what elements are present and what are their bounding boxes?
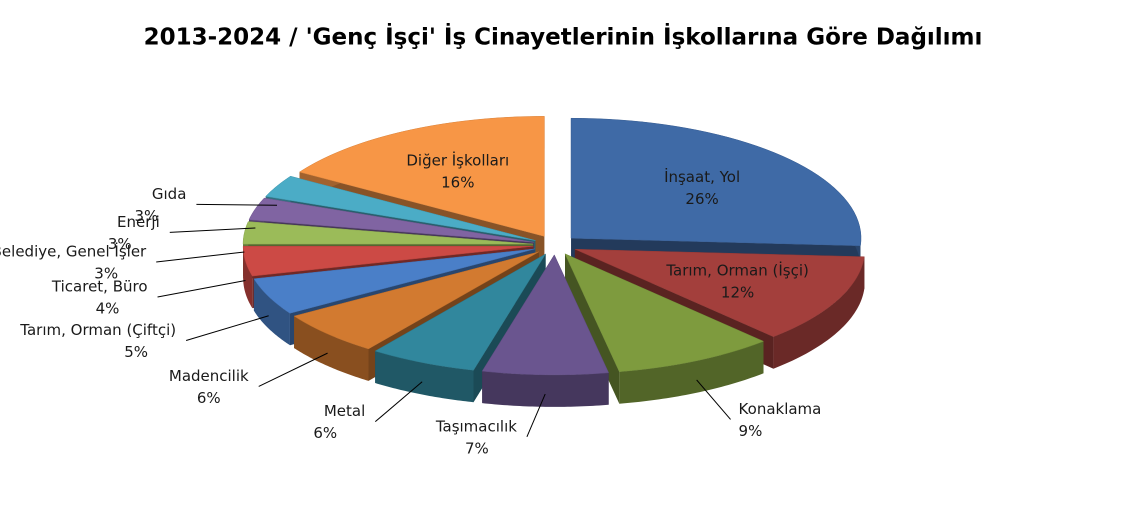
slice-top (242, 221, 534, 245)
leader-line (374, 381, 423, 423)
slice-label: Taşımacılık (435, 417, 517, 435)
value-label: 12% (721, 283, 754, 301)
chart-title: 2013-2024 / 'Genç İşçi' İş Cinayetlerini… (144, 23, 983, 51)
slice-top (481, 254, 610, 376)
slice-rim (482, 371, 609, 407)
slice (481, 254, 610, 407)
value-label: 7% (465, 439, 489, 457)
slice-top (574, 248, 865, 337)
slice-rim (253, 278, 290, 346)
leader-line (526, 393, 546, 438)
slice-top (374, 253, 546, 371)
slice-label: İnşaat, Yol (664, 167, 740, 186)
slice (564, 253, 765, 404)
value-label: 6% (197, 389, 221, 407)
slice-top (253, 248, 535, 314)
leader-line (696, 379, 731, 420)
slice-label: Belediye, Genel İşler (0, 241, 147, 260)
slice-top (265, 175, 536, 241)
leader-line (258, 352, 328, 387)
leader-line (196, 203, 278, 206)
leader-line (169, 227, 256, 233)
value-label: 26% (685, 190, 718, 208)
slice-top (298, 116, 545, 237)
slice-label: Tarım, Orman (Çiftçi) (19, 321, 176, 339)
value-label: 3% (135, 207, 159, 225)
slice-rim (375, 351, 474, 403)
slice-top (293, 251, 540, 350)
slice-rim (294, 316, 369, 381)
slice-label: Tarım, Orman (İşçi) (665, 260, 809, 279)
slice-label: Enerji (117, 213, 160, 231)
slice-label: Ticaret, Büro (51, 278, 148, 296)
value-label: 6% (313, 424, 337, 442)
value-label: 5% (124, 343, 148, 361)
value-label: 4% (96, 300, 120, 318)
slice-top (248, 197, 534, 243)
slice-label: Metal (324, 402, 365, 420)
value-label: 9% (739, 422, 763, 440)
leader-line (157, 279, 246, 298)
slice-rim (619, 341, 764, 404)
slice-rim (773, 256, 865, 369)
value-label: 16% (441, 174, 474, 192)
slice-label: Gıda (152, 185, 187, 203)
slice-top (570, 117, 862, 247)
slice-label: Diğer İşkolları (406, 151, 509, 170)
value-label: 3% (94, 264, 118, 282)
slice-top (564, 253, 765, 372)
slice-top (242, 245, 534, 277)
value-label: 3% (108, 235, 132, 253)
slice-label: Madencilik (169, 367, 249, 385)
leader-line (185, 315, 269, 341)
leader-line (156, 251, 245, 263)
slice-label: Konaklama (739, 400, 822, 418)
